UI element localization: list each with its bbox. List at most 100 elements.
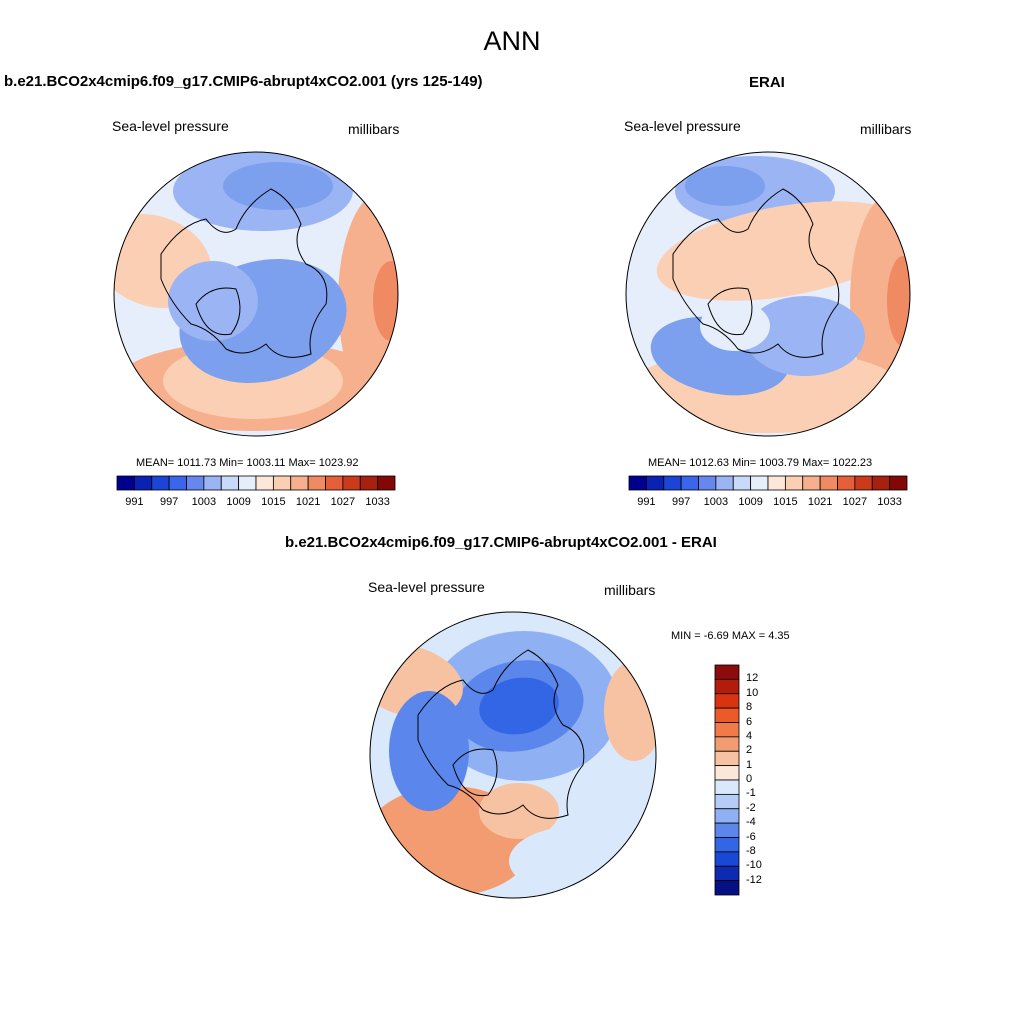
colorbar-tick-label: 4 [746,729,753,742]
colorbar-swatch [342,475,361,491]
pressure-field-region [700,301,770,351]
pressure-field-region [479,677,559,735]
colorbar-tick-label: -12 [746,873,762,886]
colorbar-swatch [307,475,326,491]
colorbar-swatch [359,475,379,491]
colorbar-swatch [714,722,740,738]
colorbar-swatch [714,779,740,795]
panel1-colorbar-ticks: 991 997 1003 1009 1015 1021 1027 1033 [117,496,395,510]
pressure-field-region [509,826,649,896]
colorbar-tick-label: 1033 [365,496,390,508]
colorbar-tick-label: 1015 [773,496,798,508]
colorbar-swatch [714,851,740,867]
colorbar-swatch [698,475,717,491]
coastline [672,188,840,358]
panel2-units-label: millibars [860,121,912,137]
panel2-polar-map [625,151,911,437]
panel3-stats: MIN = -6.69 MAX = 4.35 [671,630,790,642]
colorbar-swatch [628,475,647,491]
colorbar-swatch [290,475,309,491]
colorbar-swatch [220,475,240,491]
colorbar-tick-label: 6 [746,715,753,728]
map-boundary [625,151,911,437]
colorbar-tick-label: 1 [746,758,753,771]
colorbar-swatch [871,475,891,491]
colorbar-swatch [255,475,274,491]
pressure-field-region [389,691,469,811]
colorbar-swatch [714,736,740,752]
panel1-stats: MEAN= 1011.73 Min= 1003.11 Max= 1023.92 [136,457,359,469]
colorbar-swatch [714,837,740,853]
colorbar-tick-label: 0 [746,773,753,785]
colorbar-swatch [663,475,682,491]
colorbar-swatch [714,664,740,680]
colorbar-tick-label: -1 [746,787,756,800]
panel1-title: b.e21.BCO2x4cmip6.f09_g17.CMIP6-abrupt4x… [4,73,483,90]
map-fill [370,612,656,898]
colorbar-tick-label: 1021 [295,496,321,508]
panel1-units-label: millibars [348,121,400,137]
colorbar-swatch [714,750,740,767]
coastline [707,287,753,336]
colorbar-swatch [767,475,786,491]
colorbar-swatch [714,765,740,781]
pressure-field-region [685,166,765,206]
panel3-colorbar [714,664,740,896]
panel1-colorbar [116,475,396,491]
pressure-field-region [168,261,258,341]
colorbar-tick-label: 1003 [191,496,217,508]
colorbar-tick-label: -8 [746,844,756,857]
pressure-field-region [373,261,398,341]
colorbar-tick-label: 1033 [877,496,902,508]
colorbar-tick-label: -2 [746,801,756,814]
colorbar-swatch [837,475,856,491]
colorbar-swatch [645,475,665,491]
colorbar-tick-label: 1021 [807,496,833,508]
panel2-stats: MEAN= 1012.63 Min= 1003.79 Max= 1022.23 [648,457,873,469]
colorbar-tick-label: 8 [746,701,753,714]
colorbar-swatch [133,475,153,491]
colorbar-swatch [714,693,740,709]
coastline [452,748,498,797]
map-fill [114,152,398,436]
colorbar-tick-label: 1009 [738,496,763,508]
panel2-colorbar-ticks: 991 997 1003 1009 1015 1021 1027 1033 [629,496,907,510]
panel3-units-label: millibars [604,582,656,598]
panel3-title: b.e21.BCO2x4cmip6.f09_g17.CMIP6-abrupt4x… [285,534,717,551]
colorbar-swatch [714,880,740,896]
panel1-variable-label: Sea-level pressure [112,118,229,134]
colorbar-swatch [377,475,396,491]
colorbar-swatch [186,475,205,491]
coastline [160,188,328,358]
panel3-colorbar-ticks: 12 10 8 6 4 2 1 0 -1 -2 -4 -6 -8 -10 -12 [746,665,776,895]
panel3-polar-map [369,611,657,899]
colorbar-tick-label: 2 [746,744,753,757]
colorbar-swatch [168,475,187,491]
colorbar-tick-label: 991 [125,496,144,508]
colorbar-swatch [714,808,740,824]
colorbar-tick-label: -4 [746,816,756,829]
colorbar-swatch [802,475,821,491]
colorbar-tick-label: 1027 [842,496,868,508]
map-boundary [113,151,399,437]
colorbar-swatch [819,475,838,491]
pressure-field-region [887,256,910,346]
colorbar-swatch [680,475,699,491]
colorbar-tick-label: 997 [159,496,179,508]
colorbar-swatch [151,475,170,491]
colorbar-swatch [714,865,740,882]
pressure-field-region [223,162,333,210]
colorbar-swatch [784,475,804,491]
colorbar-tick-label: 1015 [261,496,286,508]
colorbar-swatch [854,475,873,491]
colorbar-tick-label: 12 [746,672,759,685]
panel1-polar-map [113,151,399,437]
colorbar-tick-label: -10 [746,859,762,872]
colorbar-swatch [714,678,740,695]
map-fill [626,152,910,436]
colorbar-tick-label: 1027 [330,496,356,508]
panel2-colorbar [628,475,908,491]
colorbar-tick-label: 1003 [703,496,729,508]
colorbar-swatch [116,475,135,491]
pressure-field-region [604,661,656,761]
